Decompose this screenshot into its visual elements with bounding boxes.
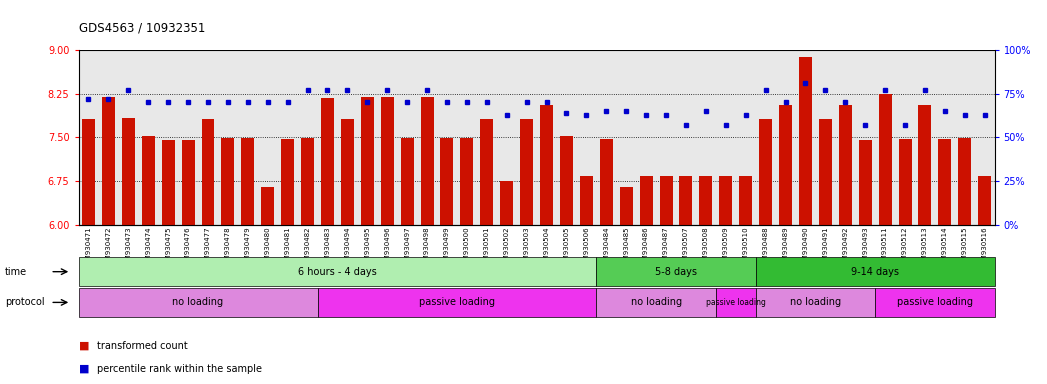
- Bar: [918, 105, 932, 225]
- Bar: [779, 105, 792, 225]
- Bar: [978, 176, 992, 225]
- Text: 5-8 days: 5-8 days: [655, 266, 697, 277]
- Bar: [660, 176, 672, 225]
- Text: passive loading: passive loading: [897, 297, 973, 308]
- Bar: [719, 176, 732, 225]
- Bar: [102, 97, 115, 225]
- Bar: [381, 97, 394, 225]
- Text: transformed count: transformed count: [97, 341, 188, 351]
- Bar: [500, 181, 513, 225]
- Text: ■: ■: [79, 364, 89, 374]
- Bar: [361, 97, 374, 225]
- Text: ■: ■: [79, 341, 89, 351]
- Bar: [699, 176, 712, 225]
- Bar: [520, 119, 533, 225]
- Bar: [421, 97, 433, 225]
- Bar: [341, 119, 354, 225]
- Text: passive loading: passive loading: [706, 298, 765, 307]
- Bar: [181, 140, 195, 225]
- Bar: [461, 139, 473, 225]
- Bar: [161, 140, 175, 225]
- Bar: [221, 138, 235, 225]
- Bar: [640, 176, 652, 225]
- Text: protocol: protocol: [5, 297, 45, 308]
- Bar: [82, 119, 95, 225]
- Text: no loading: no loading: [630, 297, 682, 308]
- Bar: [242, 139, 254, 225]
- Bar: [580, 176, 593, 225]
- Bar: [620, 187, 632, 225]
- Bar: [262, 187, 274, 225]
- Bar: [441, 139, 453, 225]
- Text: 9-14 days: 9-14 days: [851, 266, 899, 277]
- Bar: [759, 119, 772, 225]
- Bar: [839, 105, 852, 225]
- Bar: [799, 58, 811, 225]
- Bar: [898, 139, 912, 225]
- Text: percentile rank within the sample: percentile rank within the sample: [97, 364, 263, 374]
- Bar: [540, 105, 553, 225]
- Text: no loading: no loading: [789, 297, 841, 308]
- Bar: [958, 139, 972, 225]
- Text: time: time: [5, 266, 27, 277]
- Bar: [859, 140, 872, 225]
- Bar: [819, 119, 831, 225]
- Bar: [321, 98, 334, 225]
- Bar: [600, 139, 612, 225]
- Bar: [680, 176, 692, 225]
- Bar: [481, 119, 493, 225]
- Bar: [121, 118, 135, 225]
- Bar: [302, 139, 314, 225]
- Bar: [201, 119, 215, 225]
- Bar: [560, 136, 573, 225]
- Bar: [282, 139, 294, 225]
- Text: passive loading: passive loading: [419, 297, 495, 308]
- Text: GDS4563 / 10932351: GDS4563 / 10932351: [79, 22, 205, 35]
- Text: 6 hours - 4 days: 6 hours - 4 days: [298, 266, 377, 277]
- Bar: [739, 176, 752, 225]
- Bar: [878, 94, 892, 225]
- Bar: [938, 139, 952, 225]
- Text: no loading: no loading: [173, 297, 224, 308]
- Bar: [141, 136, 155, 225]
- Bar: [401, 139, 414, 225]
